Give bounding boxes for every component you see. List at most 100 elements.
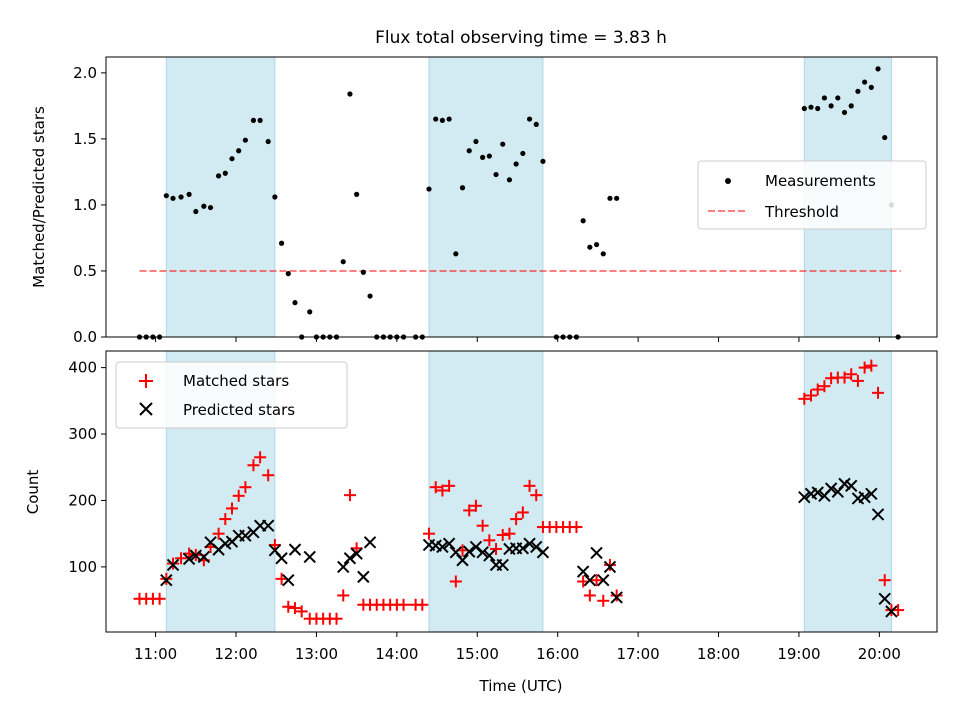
predicted-star-point xyxy=(603,560,617,574)
predicted-star-point xyxy=(197,550,211,564)
matched-star-point xyxy=(590,574,603,587)
bottom-y-tick-label: 100 xyxy=(68,558,97,576)
predicted-star-point xyxy=(610,591,623,604)
measurement-point xyxy=(486,153,492,159)
matched-star-point xyxy=(845,368,858,381)
matched-star-point xyxy=(865,359,878,372)
top-shaded-interval xyxy=(428,56,544,338)
predicted-star-point xyxy=(516,542,530,555)
measurement-point xyxy=(367,293,373,299)
matched-star-point xyxy=(469,499,482,512)
x-tick-label: 17:00 xyxy=(616,645,659,663)
matched-star-point xyxy=(483,534,496,547)
predicted-star-point xyxy=(878,592,891,605)
predicted-star-point xyxy=(288,543,302,556)
measurement-point xyxy=(868,84,874,90)
top-y-tick-label: 0.5 xyxy=(73,262,97,280)
predicted-star-point xyxy=(476,546,489,559)
measurement-point xyxy=(453,251,459,257)
matched-star-point xyxy=(282,600,295,613)
matched-star-point xyxy=(343,489,356,502)
bottom-y-axis-label: Count xyxy=(24,470,42,515)
predicted-star-point xyxy=(337,560,350,574)
matched-star-point xyxy=(851,374,864,387)
top-y-axis-label: Matched/Predicted stars xyxy=(30,106,48,288)
bottom-y-tick-label: 400 xyxy=(68,359,97,377)
measurement-point xyxy=(862,79,868,85)
matched-star-point xyxy=(490,542,503,555)
matched-star-point xyxy=(838,371,851,384)
bottom-y-ticks: 100 200 300 400 xyxy=(68,359,106,576)
measurement-point xyxy=(520,150,526,157)
predicted-star-point xyxy=(166,558,180,572)
bottom-axes-frame xyxy=(105,350,938,633)
top-y-tick-label: 2.0 xyxy=(73,64,97,82)
measurement-point xyxy=(848,103,854,109)
matched-star-point xyxy=(416,598,429,611)
matched-star-point xyxy=(463,504,476,517)
legend-predicted-marker xyxy=(139,402,153,416)
measurement-point xyxy=(480,154,486,160)
matched-star-point xyxy=(603,558,616,571)
predicted-star-point xyxy=(845,479,858,493)
measurement-point xyxy=(265,138,271,145)
measurement-point xyxy=(307,309,313,315)
predicted-star-point xyxy=(824,482,838,495)
predicted-star-point xyxy=(343,552,357,565)
matched-star-point xyxy=(858,361,871,374)
predicted-star-point xyxy=(871,508,885,521)
matched-star-point xyxy=(872,386,885,399)
measurement-point xyxy=(828,103,834,109)
x-tick-label: 15:00 xyxy=(456,645,499,663)
measurement-point xyxy=(229,156,235,162)
top-shaded-interval xyxy=(165,56,276,338)
predicted-star-point xyxy=(160,573,173,587)
matched-star-point xyxy=(530,489,543,502)
measurement-point xyxy=(506,177,513,183)
bottom-legend: Matched stars Predicted stars xyxy=(115,361,348,429)
matched-star-point xyxy=(436,484,449,497)
measurement-point xyxy=(272,194,278,200)
predicted-star-point xyxy=(576,565,590,578)
matched-star-point xyxy=(330,612,343,625)
predicted-star-point xyxy=(442,537,456,550)
matched-star-point xyxy=(232,489,245,502)
measurement-point xyxy=(292,300,298,306)
x-tick-label: 19:00 xyxy=(777,645,820,663)
measurement-point xyxy=(473,138,479,145)
matched-star-point xyxy=(212,527,225,540)
matched-star-point xyxy=(516,506,529,519)
measurement-point xyxy=(855,88,861,94)
measurement-point xyxy=(533,121,539,127)
measurement-point xyxy=(580,218,586,224)
predicted-star-point xyxy=(182,552,196,566)
predicted-star-point xyxy=(483,549,496,562)
measurement-point xyxy=(186,191,192,197)
measurement-point xyxy=(250,117,257,123)
legend-measurements-label: Measurements xyxy=(765,172,876,190)
predicted-star-point xyxy=(282,573,295,587)
matched-star-point xyxy=(225,502,238,515)
matched-star-point xyxy=(476,519,489,532)
predicted-star-point xyxy=(858,490,871,504)
predicted-star-point xyxy=(239,529,252,542)
matched-star-point xyxy=(397,598,410,611)
measurement-point xyxy=(433,116,439,122)
measurement-point xyxy=(163,193,169,199)
measurement-point xyxy=(614,195,620,201)
measurement-point xyxy=(215,173,222,179)
x-tick-label: 12:00 xyxy=(214,645,257,663)
matched-star-point xyxy=(443,479,456,492)
predicted-star-point xyxy=(463,545,476,558)
matched-star-point xyxy=(597,594,610,607)
measurement-point xyxy=(426,186,432,192)
measurement-point xyxy=(493,171,499,178)
predicted-star-point xyxy=(597,573,610,587)
top-y-tick-label: 1.0 xyxy=(73,196,97,214)
top-legend-box xyxy=(697,160,927,230)
bottom-panel: 100 200 300 400 11:00 12:00 13:00 14:00 15:00 16… xyxy=(24,350,938,695)
measurement-point xyxy=(600,251,606,257)
measurement-point xyxy=(236,148,242,154)
bottom-y-tick-label: 200 xyxy=(68,491,97,509)
x-tick-label: 20:00 xyxy=(858,645,901,663)
